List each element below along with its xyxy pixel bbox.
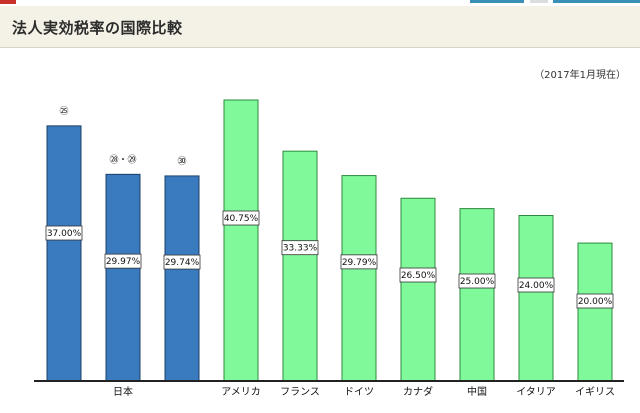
bar-9 <box>518 215 554 382</box>
top-tab-indicator <box>553 0 640 3</box>
category-label: イギリス <box>575 386 615 398</box>
chart-title: 法人実効税率の国際比較 <box>12 19 183 37</box>
bar-value-label: 26.50% <box>399 267 437 283</box>
category-label: 日本 <box>113 385 133 398</box>
year-marker: ㉚ <box>177 156 186 167</box>
year-marker: ㉕ <box>59 106 68 117</box>
accent-red-mark <box>0 0 16 4</box>
bar-6 <box>341 175 377 382</box>
bar-value-label: 40.75% <box>222 210 260 226</box>
date-note: （2017年1月現在） <box>534 70 626 81</box>
category-label: ドイツ <box>344 387 374 398</box>
bar-value-label: 20.00% <box>576 293 614 309</box>
bar-5 <box>282 150 318 382</box>
bar-value-label-text: 20.00% <box>578 297 613 307</box>
bar-value-label-box <box>517 277 555 293</box>
value-labels-layer: 37.00% 29.97% 29.74% 40.75% 33.33% 29.79% 26.5… <box>45 210 614 309</box>
bar-value-label-text: 26.50% <box>401 271 436 281</box>
bar-value-label-text: 29.74% <box>165 258 200 268</box>
year-marker: ㉘・㉙ <box>109 154 136 165</box>
category-label: 中国 <box>467 385 487 398</box>
bar-value-label: 33.33% <box>281 240 319 256</box>
top-accent-strip <box>0 0 640 6</box>
bar-1 <box>46 125 82 382</box>
bar-value-label-box <box>222 210 260 226</box>
category-label: フランス <box>280 386 320 398</box>
bar-value-label-text: 24.00% <box>519 281 554 291</box>
bar-value-label: 37.00% <box>45 225 83 241</box>
bar-value-label-text: 29.97% <box>106 257 141 267</box>
bar-value-label-box <box>104 253 142 269</box>
bar-3 <box>164 175 200 382</box>
bars-layer <box>46 99 613 382</box>
bar-value-label-box <box>576 293 614 309</box>
bar-10 <box>577 242 613 382</box>
bar-value-label: 29.97% <box>104 253 142 269</box>
bar-value-label-text: 37.00% <box>47 229 82 239</box>
bar-2 <box>105 173 141 382</box>
bar-7 <box>400 197 436 382</box>
top-tab-indicator <box>470 0 524 3</box>
bar-value-label-text: 40.75% <box>224 214 259 224</box>
bar-value-label: 24.00% <box>517 277 555 293</box>
category-label: カナダ <box>403 385 433 398</box>
category-label: アメリカ <box>221 386 261 398</box>
bar-value-label-box <box>45 225 83 241</box>
bar-value-label-text: 25.00% <box>460 277 495 287</box>
category-labels-layer: 日本 アメリカ フランス ドイツ カナダ 中国 イタリア イギリス <box>113 385 615 398</box>
bar-value-label: 29.74% <box>163 254 201 270</box>
chart-header: 法人実効税率の国際比較 <box>0 6 640 48</box>
bar-value-label-box <box>163 254 201 270</box>
bar-value-label-box <box>399 267 437 283</box>
bar-value-label: 29.79% <box>340 254 378 270</box>
bar-value-label-text: 29.79% <box>342 258 377 268</box>
top-tab-indicator <box>530 0 548 3</box>
bar-value-label-box <box>281 240 319 256</box>
bar-8 <box>459 208 495 382</box>
bar-value-label-box <box>340 254 378 270</box>
bar-value-label: 25.00% <box>458 273 496 289</box>
bar-value-label-box <box>458 273 496 289</box>
category-label: イタリア <box>516 386 556 398</box>
bar-value-label-text: 33.33% <box>283 244 318 254</box>
bar-4 <box>223 99 259 382</box>
